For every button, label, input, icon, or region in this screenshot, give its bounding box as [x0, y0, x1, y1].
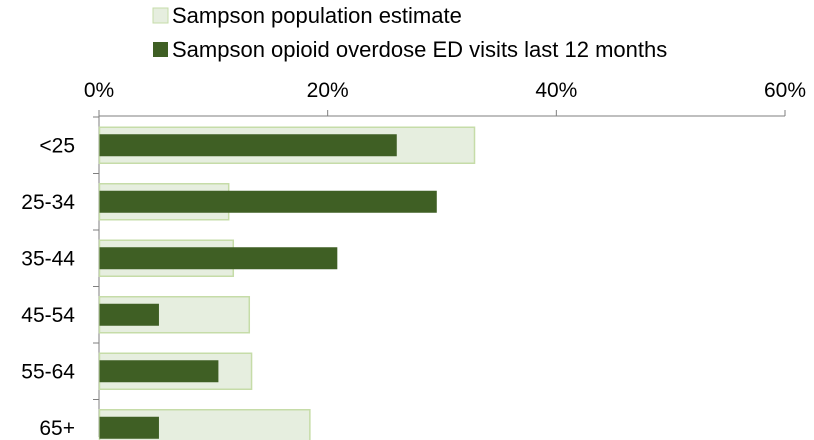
y-tick-label: 55-64	[21, 360, 75, 383]
legend-label-ed-visits: Sampson opioid overdose ED visits last 1…	[172, 37, 667, 62]
legend-swatch-population	[152, 7, 169, 24]
x-tick-label: 40%	[535, 79, 577, 102]
y-tick-label: 25-34	[21, 191, 75, 214]
bar-ed-visits	[99, 190, 437, 213]
x-tick-label: 0%	[84, 79, 114, 102]
legend-swatch-ed-visits	[153, 42, 168, 57]
bar-ed-visits	[99, 360, 219, 383]
legend-label-population: Sampson population estimate	[172, 3, 462, 28]
bar-ed-visits	[99, 416, 159, 439]
bar-ed-visits	[99, 247, 338, 270]
bar-ed-visits	[99, 134, 397, 157]
y-axis: <25 25-34 35-44 45-54 55-64 65+	[21, 116, 100, 440]
x-tick-label: 20%	[307, 79, 349, 102]
bars	[98, 126, 476, 440]
x-tick-label: 60%	[764, 79, 806, 102]
chart-legend: Sampson population estimate Sampson opio…	[152, 3, 667, 62]
x-axis: 0% 20% 40% 60%	[84, 79, 806, 117]
bar-ed-visits	[99, 303, 159, 326]
y-tick-label: 35-44	[21, 247, 75, 270]
y-tick-label: <25	[39, 134, 75, 157]
y-tick-label: 65+	[39, 417, 75, 440]
y-tick-label: 45-54	[21, 304, 75, 327]
